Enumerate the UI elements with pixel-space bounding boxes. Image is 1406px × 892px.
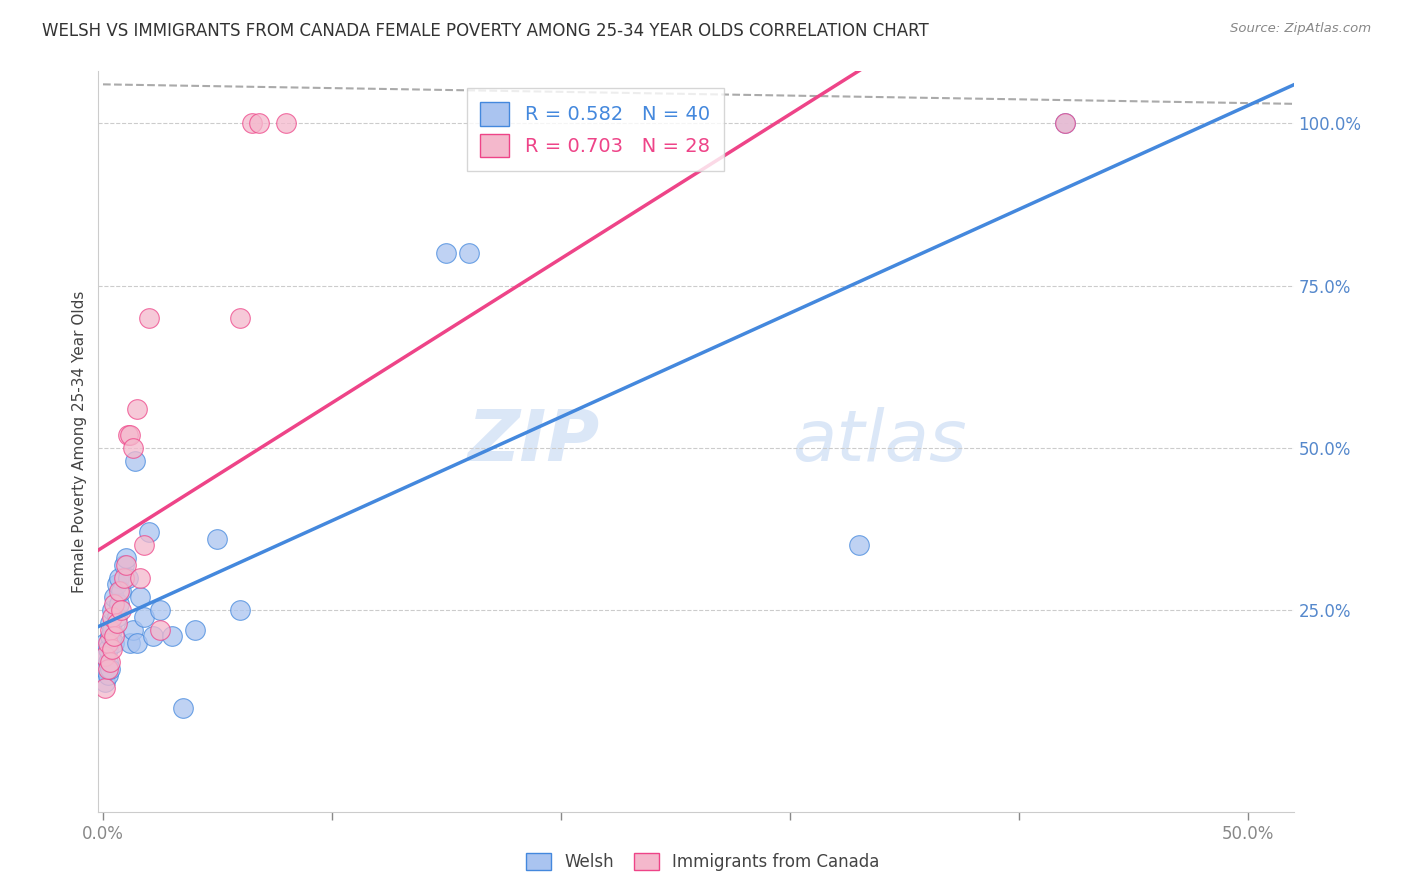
- Point: [436, 246, 458, 260]
- Legend: R = 0.582   N = 40, R = 0.703   N = 28: R = 0.582 N = 40, R = 0.703 N = 28: [467, 88, 724, 171]
- Point: [142, 629, 165, 643]
- Point: [108, 597, 131, 611]
- Point: [98, 616, 121, 631]
- Text: WELSH VS IMMIGRANTS FROM CANADA FEMALE POVERTY AMONG 25-34 YEAR OLDS CORRELATION: WELSH VS IMMIGRANTS FROM CANADA FEMALE P…: [42, 22, 929, 40]
- Point: [105, 610, 128, 624]
- Point: [94, 648, 117, 663]
- Point: [120, 636, 142, 650]
- Point: [97, 642, 120, 657]
- Point: [94, 636, 117, 650]
- Point: [97, 656, 120, 670]
- Point: [128, 591, 150, 605]
- Point: [247, 116, 270, 130]
- Point: [94, 674, 117, 689]
- Point: [98, 656, 121, 670]
- Point: [98, 629, 121, 643]
- Point: [138, 311, 160, 326]
- Point: [117, 428, 139, 442]
- Point: [101, 623, 124, 637]
- Point: [112, 571, 135, 585]
- Point: [458, 246, 481, 260]
- Point: [94, 662, 117, 676]
- Point: [120, 428, 142, 442]
- Point: [229, 311, 252, 326]
- Point: [276, 116, 298, 130]
- Point: [110, 603, 132, 617]
- Point: [103, 591, 125, 605]
- Point: [134, 538, 156, 552]
- Point: [101, 642, 124, 657]
- Point: [97, 668, 120, 682]
- Point: [101, 610, 124, 624]
- Point: [229, 603, 252, 617]
- Point: [117, 571, 139, 585]
- Point: [121, 623, 143, 637]
- Point: [138, 525, 160, 540]
- Point: [127, 636, 149, 650]
- Point: [149, 603, 172, 617]
- Point: [110, 583, 132, 598]
- Point: [207, 532, 229, 546]
- Point: [94, 648, 117, 663]
- Point: [108, 571, 131, 585]
- Point: [134, 610, 156, 624]
- Point: [105, 616, 128, 631]
- Point: [103, 636, 125, 650]
- Point: [240, 116, 263, 130]
- Point: [127, 402, 149, 417]
- Point: [1053, 116, 1076, 130]
- Text: ZIP: ZIP: [468, 407, 600, 476]
- Point: [108, 583, 131, 598]
- Point: [98, 662, 121, 676]
- Text: atlas: atlas: [792, 407, 966, 476]
- Point: [97, 662, 120, 676]
- Point: [94, 681, 117, 696]
- Point: [121, 441, 143, 455]
- Point: [98, 623, 121, 637]
- Point: [128, 571, 150, 585]
- Point: [112, 558, 135, 572]
- Point: [105, 577, 128, 591]
- Point: [124, 454, 146, 468]
- Point: [1053, 116, 1076, 130]
- Point: [115, 558, 138, 572]
- Y-axis label: Female Poverty Among 25-34 Year Olds: Female Poverty Among 25-34 Year Olds: [72, 291, 87, 592]
- Point: [103, 629, 125, 643]
- Point: [183, 623, 205, 637]
- Point: [103, 597, 125, 611]
- Text: Source: ZipAtlas.com: Source: ZipAtlas.com: [1230, 22, 1371, 36]
- Point: [115, 551, 138, 566]
- Legend: Welsh, Immigrants from Canada: Welsh, Immigrants from Canada: [517, 845, 889, 880]
- Point: [149, 623, 172, 637]
- Point: [172, 701, 194, 715]
- Point: [101, 603, 124, 617]
- Point: [848, 538, 870, 552]
- Point: [160, 629, 183, 643]
- Point: [97, 636, 120, 650]
